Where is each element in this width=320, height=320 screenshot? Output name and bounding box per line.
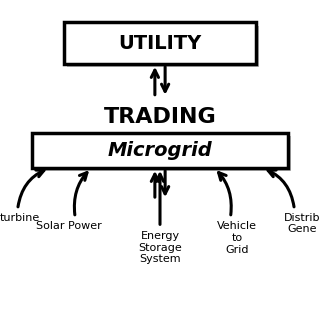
Text: TRADING: TRADING	[104, 107, 216, 127]
Text: Vehicle
to
Grid: Vehicle to Grid	[217, 221, 257, 255]
Bar	[67, 26, 259, 67]
Text: Solar Power: Solar Power	[36, 221, 102, 231]
Bar	[35, 136, 291, 171]
Text: Energy
Storage
System: Energy Storage System	[138, 231, 182, 264]
Bar	[64, 22, 256, 64]
Text: turbine: turbine	[0, 213, 40, 223]
Text: Microgrid: Microgrid	[108, 141, 212, 160]
Bar	[32, 133, 288, 168]
Text: UTILITY: UTILITY	[118, 34, 202, 53]
Text: Distrib
Gene: Distrib Gene	[284, 213, 320, 234]
